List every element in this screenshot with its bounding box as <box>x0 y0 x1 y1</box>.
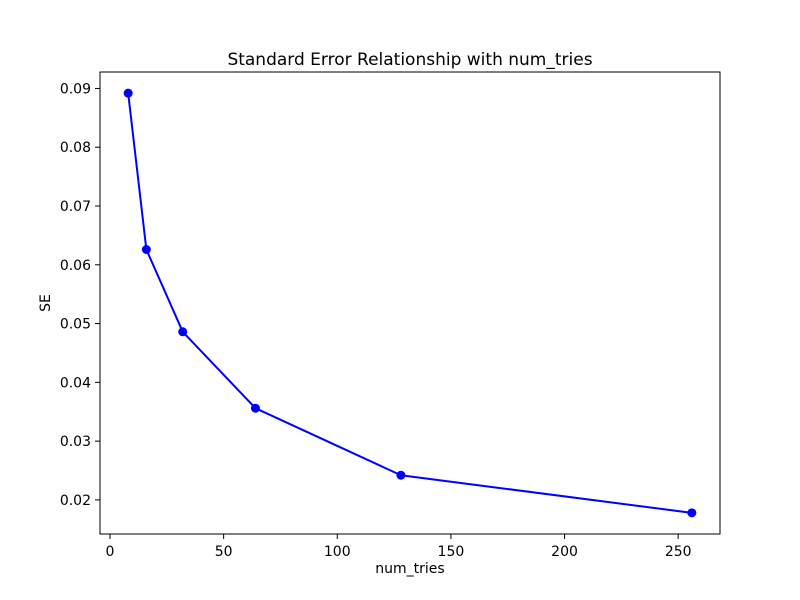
series-line <box>127 92 693 514</box>
data-point <box>250 403 260 413</box>
y-tick-label: 0.02 <box>60 493 91 509</box>
x-tick-label: 50 <box>215 544 233 560</box>
y-tick-label: 0.03 <box>60 434 91 450</box>
data-point <box>396 470 406 480</box>
x-tick-label: 200 <box>551 544 578 560</box>
x-tick-label: 100 <box>324 544 351 560</box>
axes-frame <box>99 71 721 535</box>
x-axis-label: num_tries <box>375 561 445 577</box>
x-tick-label: 0 <box>106 544 115 560</box>
data-point <box>687 508 697 518</box>
chart-title: Standard Error Relationship with num_tri… <box>227 50 593 70</box>
y-tick-label: 0.07 <box>60 199 91 215</box>
data-point <box>141 245 151 255</box>
x-tick-label: 150 <box>438 544 465 560</box>
data-point <box>123 88 133 98</box>
x-tick-label: 250 <box>665 544 692 560</box>
y-tick-label: 0.09 <box>60 81 91 97</box>
y-tick-label: 0.08 <box>60 140 91 156</box>
y-tick-label: 0.06 <box>60 258 91 274</box>
y-tick-label: 0.05 <box>60 317 91 333</box>
y-tick-label: 0.04 <box>60 375 91 391</box>
data-point <box>178 327 188 337</box>
